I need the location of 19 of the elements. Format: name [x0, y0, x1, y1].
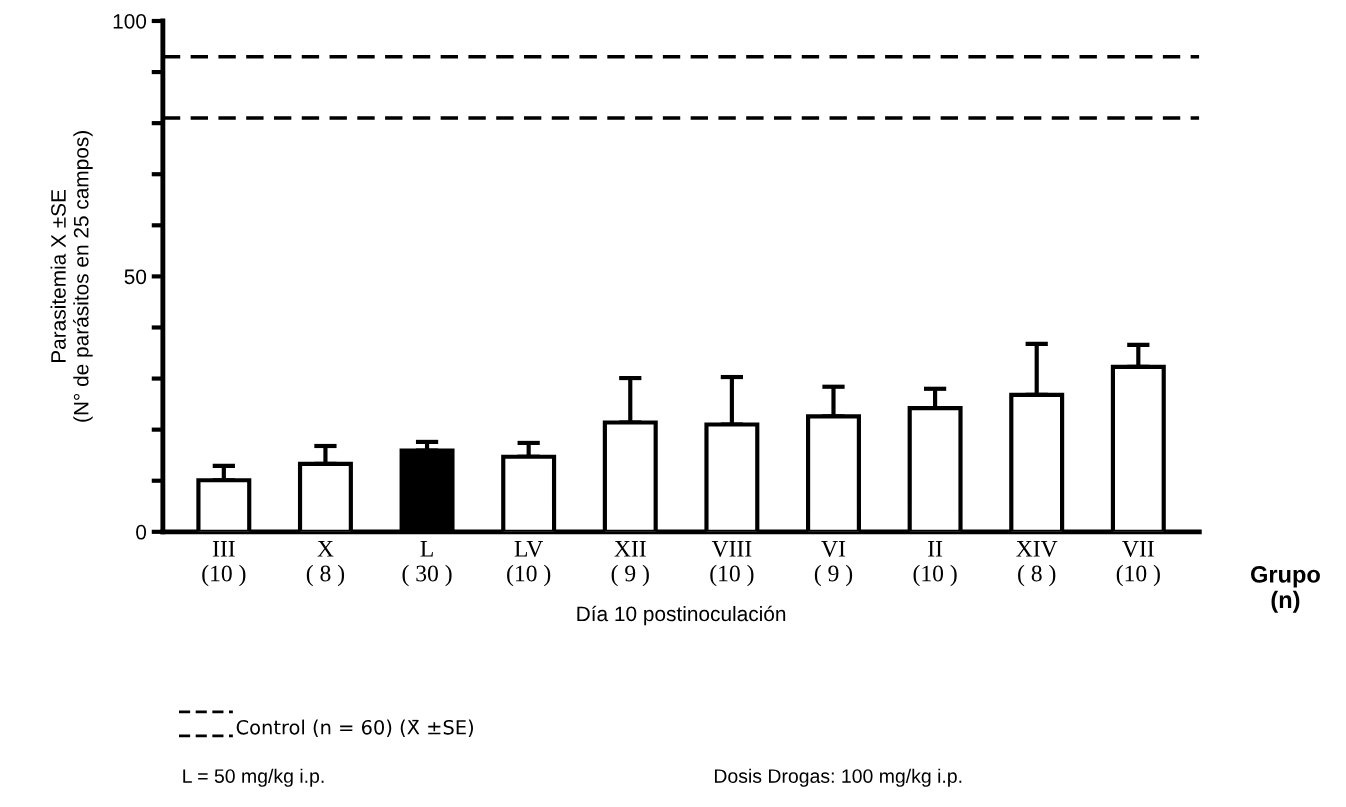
text: Dosis Drogas: 100 mg/kg i.p. [714, 768, 962, 787]
x-tick-label: VI ( 9 ) [814, 541, 853, 587]
y-tick-label: 50 [124, 269, 147, 285]
x-tick-label: VIII (10 ) [710, 541, 754, 587]
x-tick-label: III (10 ) [202, 541, 246, 587]
x-tick-label: LV (10 ) [507, 541, 551, 587]
x-tick-label: X ( 8 ) [306, 541, 345, 587]
text: L = 50 mg/kg i.p. [183, 768, 324, 787]
x-tick-label: XIV ( 8 ) [1016, 541, 1058, 587]
x-tick-label: II (10 ) [913, 541, 957, 587]
text: Control (n = 60) (X̄ ±SE) [236, 719, 473, 737]
y-tick-label: 100 [113, 13, 147, 29]
y-axis-title: Parasitemia X ±SE (N° de parásitos en 25 campos) [50, 131, 93, 422]
text: Grupo (n) [1250, 566, 1320, 613]
x-tick-label: VII (10 ) [1116, 541, 1160, 587]
y-tick-label: 0 [136, 524, 147, 540]
x-tick-label: L ( 30 ) [402, 541, 452, 587]
x-axis-title: Día 10 postinoculación [577, 605, 786, 626]
x-tick-label: XII ( 9 ) [611, 541, 649, 587]
